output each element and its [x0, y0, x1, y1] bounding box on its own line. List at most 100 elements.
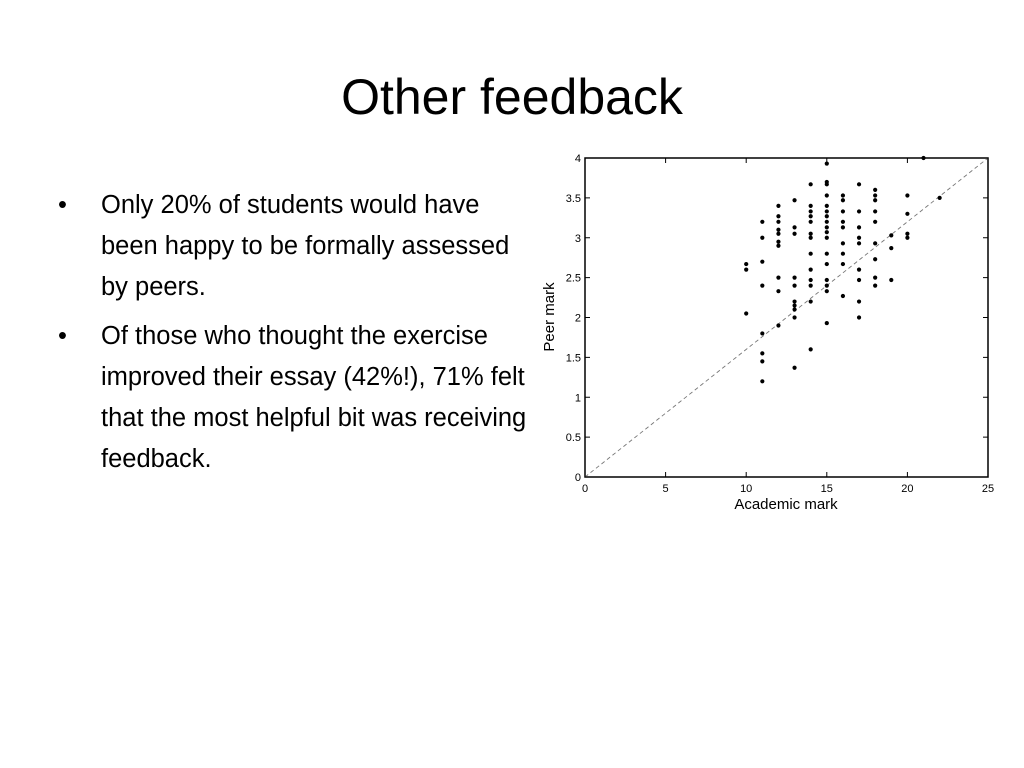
- data-point: [776, 219, 781, 224]
- data-point: [824, 230, 829, 235]
- data-point: [808, 251, 813, 256]
- data-point: [873, 187, 878, 192]
- data-point: [856, 299, 862, 304]
- y-tick-label: 2.5: [566, 273, 581, 285]
- data-point: [856, 235, 862, 240]
- data-point: [776, 289, 781, 294]
- data-point: [808, 203, 813, 208]
- bullet-item-feedback-helpful: • Of those who thought the exercise impr…: [58, 316, 528, 480]
- data-point: [792, 307, 797, 312]
- data-point: [760, 283, 765, 288]
- data-point: [921, 155, 926, 161]
- y-tick-label: 1: [575, 392, 581, 404]
- data-point: [760, 359, 765, 364]
- data-point: [873, 198, 878, 203]
- data-point: [776, 243, 781, 248]
- data-point: [808, 347, 813, 352]
- data-point: [873, 241, 878, 246]
- y-tick-label: 3.5: [566, 193, 581, 205]
- data-point: [873, 275, 878, 280]
- data-point: [840, 261, 846, 267]
- data-point: [776, 275, 781, 280]
- data-point: [889, 233, 894, 238]
- data-point: [840, 293, 846, 299]
- data-point: [808, 283, 813, 288]
- data-point: [776, 239, 781, 244]
- bullet-text: Only 20% of students would have been hap…: [101, 191, 510, 301]
- x-tick-label: 25: [982, 483, 994, 495]
- x-tick-label: 10: [740, 483, 752, 495]
- data-point: [873, 283, 878, 288]
- data-point: [776, 323, 781, 328]
- y-tick-label: 2: [575, 313, 581, 325]
- data-point: [792, 365, 797, 370]
- data-point: [744, 311, 749, 316]
- data-point: [840, 198, 846, 203]
- data-point: [905, 193, 910, 198]
- data-point: [776, 227, 781, 232]
- y-tick-label: 3: [575, 233, 581, 245]
- y-tick-label: 0: [575, 472, 581, 484]
- x-axis-label: Academic mark: [734, 496, 838, 513]
- data-point: [856, 277, 862, 283]
- data-point: [824, 219, 829, 224]
- bullet-item-students-assessed: • Only 20% of students would have been h…: [58, 185, 528, 308]
- bullet-list: • Only 20% of students would have been h…: [58, 185, 528, 488]
- data-point: [792, 283, 797, 288]
- data-point: [808, 209, 813, 214]
- data-point: [792, 315, 797, 320]
- y-tick-label: 4: [575, 153, 581, 165]
- data-point: [873, 257, 878, 262]
- data-point: [808, 231, 813, 236]
- x-tick-label: 20: [901, 483, 913, 495]
- data-point: [889, 246, 894, 251]
- point-layer: [744, 155, 942, 384]
- x-tick-label: 5: [663, 483, 669, 495]
- data-point: [937, 195, 942, 200]
- data-point: [808, 214, 813, 219]
- data-point: [792, 303, 797, 308]
- data-point: [760, 351, 765, 356]
- data-point: [824, 283, 829, 288]
- data-point: [856, 315, 862, 320]
- data-point: [792, 198, 797, 203]
- x-tick-label: 15: [821, 483, 833, 495]
- slide-title: Other feedback: [341, 69, 683, 125]
- reference-line: [584, 157, 989, 478]
- data-point: [824, 320, 829, 326]
- scatter-chart: 0 5 10 15 20 25 0 0.5 1 1.5 2 2.5 3 3.5 4 Academic mar…: [541, 153, 994, 513]
- data-point: [840, 225, 846, 230]
- data-point: [792, 231, 797, 236]
- data-point: [905, 211, 910, 216]
- data-point: [905, 235, 910, 240]
- data-point: [824, 289, 829, 294]
- data-point: [856, 267, 862, 272]
- data-point: [760, 235, 765, 240]
- data-point: [873, 219, 878, 224]
- data-point: [808, 267, 813, 272]
- data-point: [808, 299, 813, 304]
- data-point: [840, 251, 846, 256]
- data-point: [824, 261, 829, 267]
- data-point: [873, 193, 878, 198]
- data-point: [824, 235, 829, 240]
- data-point: [840, 241, 846, 246]
- data-point: [856, 225, 862, 230]
- data-point: [808, 219, 813, 224]
- data-point: [856, 209, 862, 214]
- data-point: [760, 219, 765, 224]
- data-point: [808, 182, 813, 187]
- bullet-icon: •: [58, 191, 67, 219]
- y-tick-label: 1.5: [566, 352, 581, 364]
- data-point: [840, 193, 846, 198]
- data-point: [824, 179, 829, 185]
- data-point: [792, 299, 797, 304]
- data-point: [840, 209, 846, 214]
- y-tick-label: 0.5: [566, 432, 581, 444]
- reference-line-layer: [584, 157, 989, 478]
- data-point: [873, 209, 878, 214]
- data-point: [824, 277, 829, 283]
- bullet-text: Of those who thought the exercise improv…: [101, 322, 527, 473]
- data-point: [744, 261, 749, 267]
- data-point: [776, 214, 781, 219]
